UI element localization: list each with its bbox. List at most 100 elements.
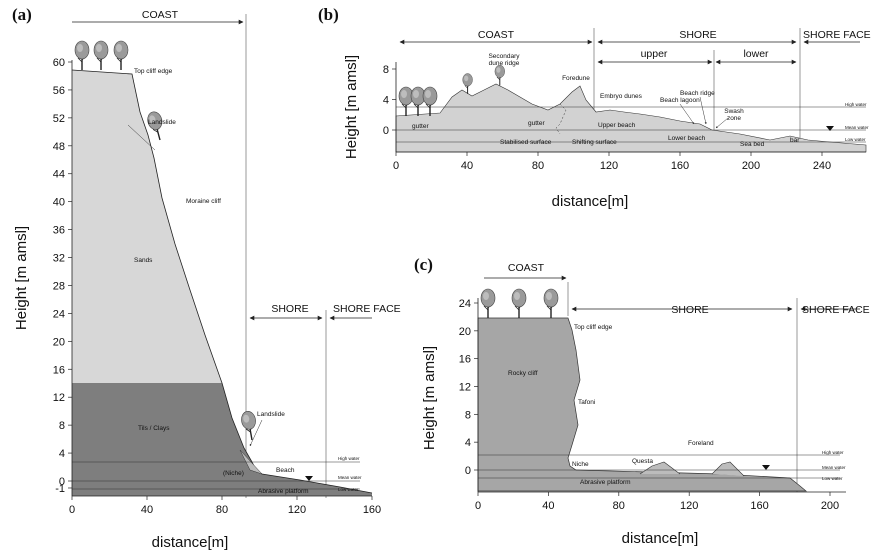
tree-icon	[462, 73, 473, 95]
upper-label: upper	[641, 48, 668, 60]
y-tick-label: 28	[53, 280, 65, 292]
cliff-profile	[71, 69, 373, 494]
secondary-label: Secondary	[488, 53, 520, 60]
sea-bed-label: Sea bed	[740, 141, 765, 148]
y-tick-label: 56	[53, 85, 65, 97]
x-tick-label: 40	[461, 160, 473, 172]
tree-icon	[113, 40, 129, 71]
y-tick-label: 4	[59, 448, 65, 460]
lower-label: lower	[743, 48, 769, 60]
high-water-label: High water	[845, 102, 867, 107]
high-water-label: High water	[822, 450, 844, 455]
y-tick-label: 40	[53, 197, 65, 209]
water-level-marker	[762, 465, 770, 470]
panel-c: (c) COAST SHORE SHORE FACE High water Me…	[414, 255, 870, 547]
tree-icon	[410, 86, 426, 117]
stabilised-surface-label: Stabilised surface	[500, 139, 552, 146]
y-axis-label: Height [m amsl]	[421, 346, 438, 450]
x-tick-label: 80	[532, 160, 544, 172]
y-tick-label: 36	[53, 225, 65, 237]
y-tick-label: 8	[383, 64, 389, 76]
lagoon-pointer	[679, 103, 695, 125]
tree-icon	[398, 86, 414, 117]
tree-icon	[480, 288, 496, 319]
swash-pointer	[715, 117, 729, 129]
questa-ridge-2	[711, 461, 745, 477]
y-tick-label: 8	[59, 420, 65, 432]
y-tick-label: 60	[53, 57, 65, 69]
landslide-bottom-label: Landslide	[257, 411, 285, 418]
y-tick-label: 0	[383, 125, 389, 137]
niche-label: Niche	[572, 461, 589, 468]
rocky-cliff-label: Rocky cliff	[508, 370, 538, 377]
y-tick-label: 4	[465, 437, 471, 449]
shore-face-label: SHORE FACE	[803, 29, 871, 41]
x-tick-labels: 0 40 80 120 160 200 240	[393, 152, 831, 172]
gutter-label-2: gutter	[528, 120, 545, 127]
y-tick-label: -1	[55, 483, 65, 495]
x-tick-label: 0	[69, 504, 75, 516]
y-tick-label: 12	[459, 382, 471, 394]
y-tick-label: 0	[59, 476, 65, 488]
x-tick-label: 0	[393, 160, 399, 172]
y-tick-label: 52	[53, 113, 65, 125]
landslide-scar	[127, 124, 156, 151]
tree-icon	[543, 288, 559, 319]
shore-label: SHORE	[679, 29, 716, 41]
y-tick-labels: 24 20 16 12 8 4 0	[459, 298, 478, 477]
low-water-label: Low water	[822, 476, 843, 481]
abrasive-label: Abrasive platform	[258, 488, 309, 495]
ridge-pointer	[699, 96, 707, 125]
x-axis-label: distance[m]	[552, 193, 629, 210]
x-axis-label: distance[m]	[152, 534, 229, 551]
x-tick-label: 120	[600, 160, 618, 172]
panel-a: (a) COAST SHORE SHORE FACE High water Me…	[12, 5, 401, 551]
tills-layer	[72, 383, 372, 496]
y-tick-label: 8	[465, 409, 471, 421]
y-tick-label: 32	[53, 253, 65, 265]
y-tick-label: 16	[53, 364, 65, 376]
shore-face-label: SHORE FACE	[333, 303, 401, 315]
x-tick-label: 40	[542, 500, 554, 512]
coast-label: COAST	[508, 262, 545, 274]
y-axis-label: Height [m amsl]	[13, 226, 30, 330]
y-tick-label: 16	[459, 354, 471, 366]
x-tick-labels: 0 40 80 120 160	[69, 496, 381, 516]
y-tick-label: 44	[53, 169, 65, 181]
water-level-marker	[305, 476, 313, 481]
upper-beach-label: Upper beach	[598, 122, 636, 129]
x-tick-label: 200	[742, 160, 760, 172]
foredune-label: Foredune	[562, 75, 590, 82]
lower-beach-label: Lower beach	[668, 135, 706, 142]
y-tick-label: 24	[459, 298, 471, 310]
x-tick-label: 160	[671, 160, 689, 172]
y-tick-labels: 8 4 0	[383, 64, 396, 137]
tafoni-label: Tafoni	[578, 399, 595, 406]
x-tick-label: 120	[680, 500, 698, 512]
high-water-label: High water	[338, 456, 360, 461]
abrasive-label: Abrasive platform	[580, 479, 631, 486]
x-tick-label: 120	[288, 504, 306, 516]
x-tick-label: 80	[613, 500, 625, 512]
foreland-label: Foreland	[688, 440, 714, 447]
x-tick-label: 200	[821, 500, 839, 512]
mean-water-label: Mean water	[845, 125, 869, 130]
dune-ridge-label: dune ridge	[489, 60, 520, 67]
sands-label: Sands	[134, 257, 153, 264]
landslide-top-label: Landslide	[148, 119, 176, 126]
top-cliff-edge-label: Top cliff edge	[574, 324, 613, 331]
y-tick-label: 24	[53, 308, 65, 320]
low-water-label: Low water	[845, 137, 866, 142]
y-tick-label: 20	[459, 326, 471, 338]
tree-icon	[74, 40, 90, 71]
water-level-marker	[826, 126, 834, 131]
y-tick-label: 0	[465, 465, 471, 477]
x-tick-labels: 0 40 80 120 160 200	[475, 492, 839, 512]
x-tick-label: 80	[216, 504, 228, 516]
tree-icon	[422, 86, 438, 117]
x-tick-label: 240	[813, 160, 831, 172]
panel-b-label: (b)	[318, 5, 339, 24]
tree-icon	[494, 64, 506, 86]
tills-label: Tils / Clays	[138, 425, 170, 432]
y-tick-label: 20	[53, 336, 65, 348]
